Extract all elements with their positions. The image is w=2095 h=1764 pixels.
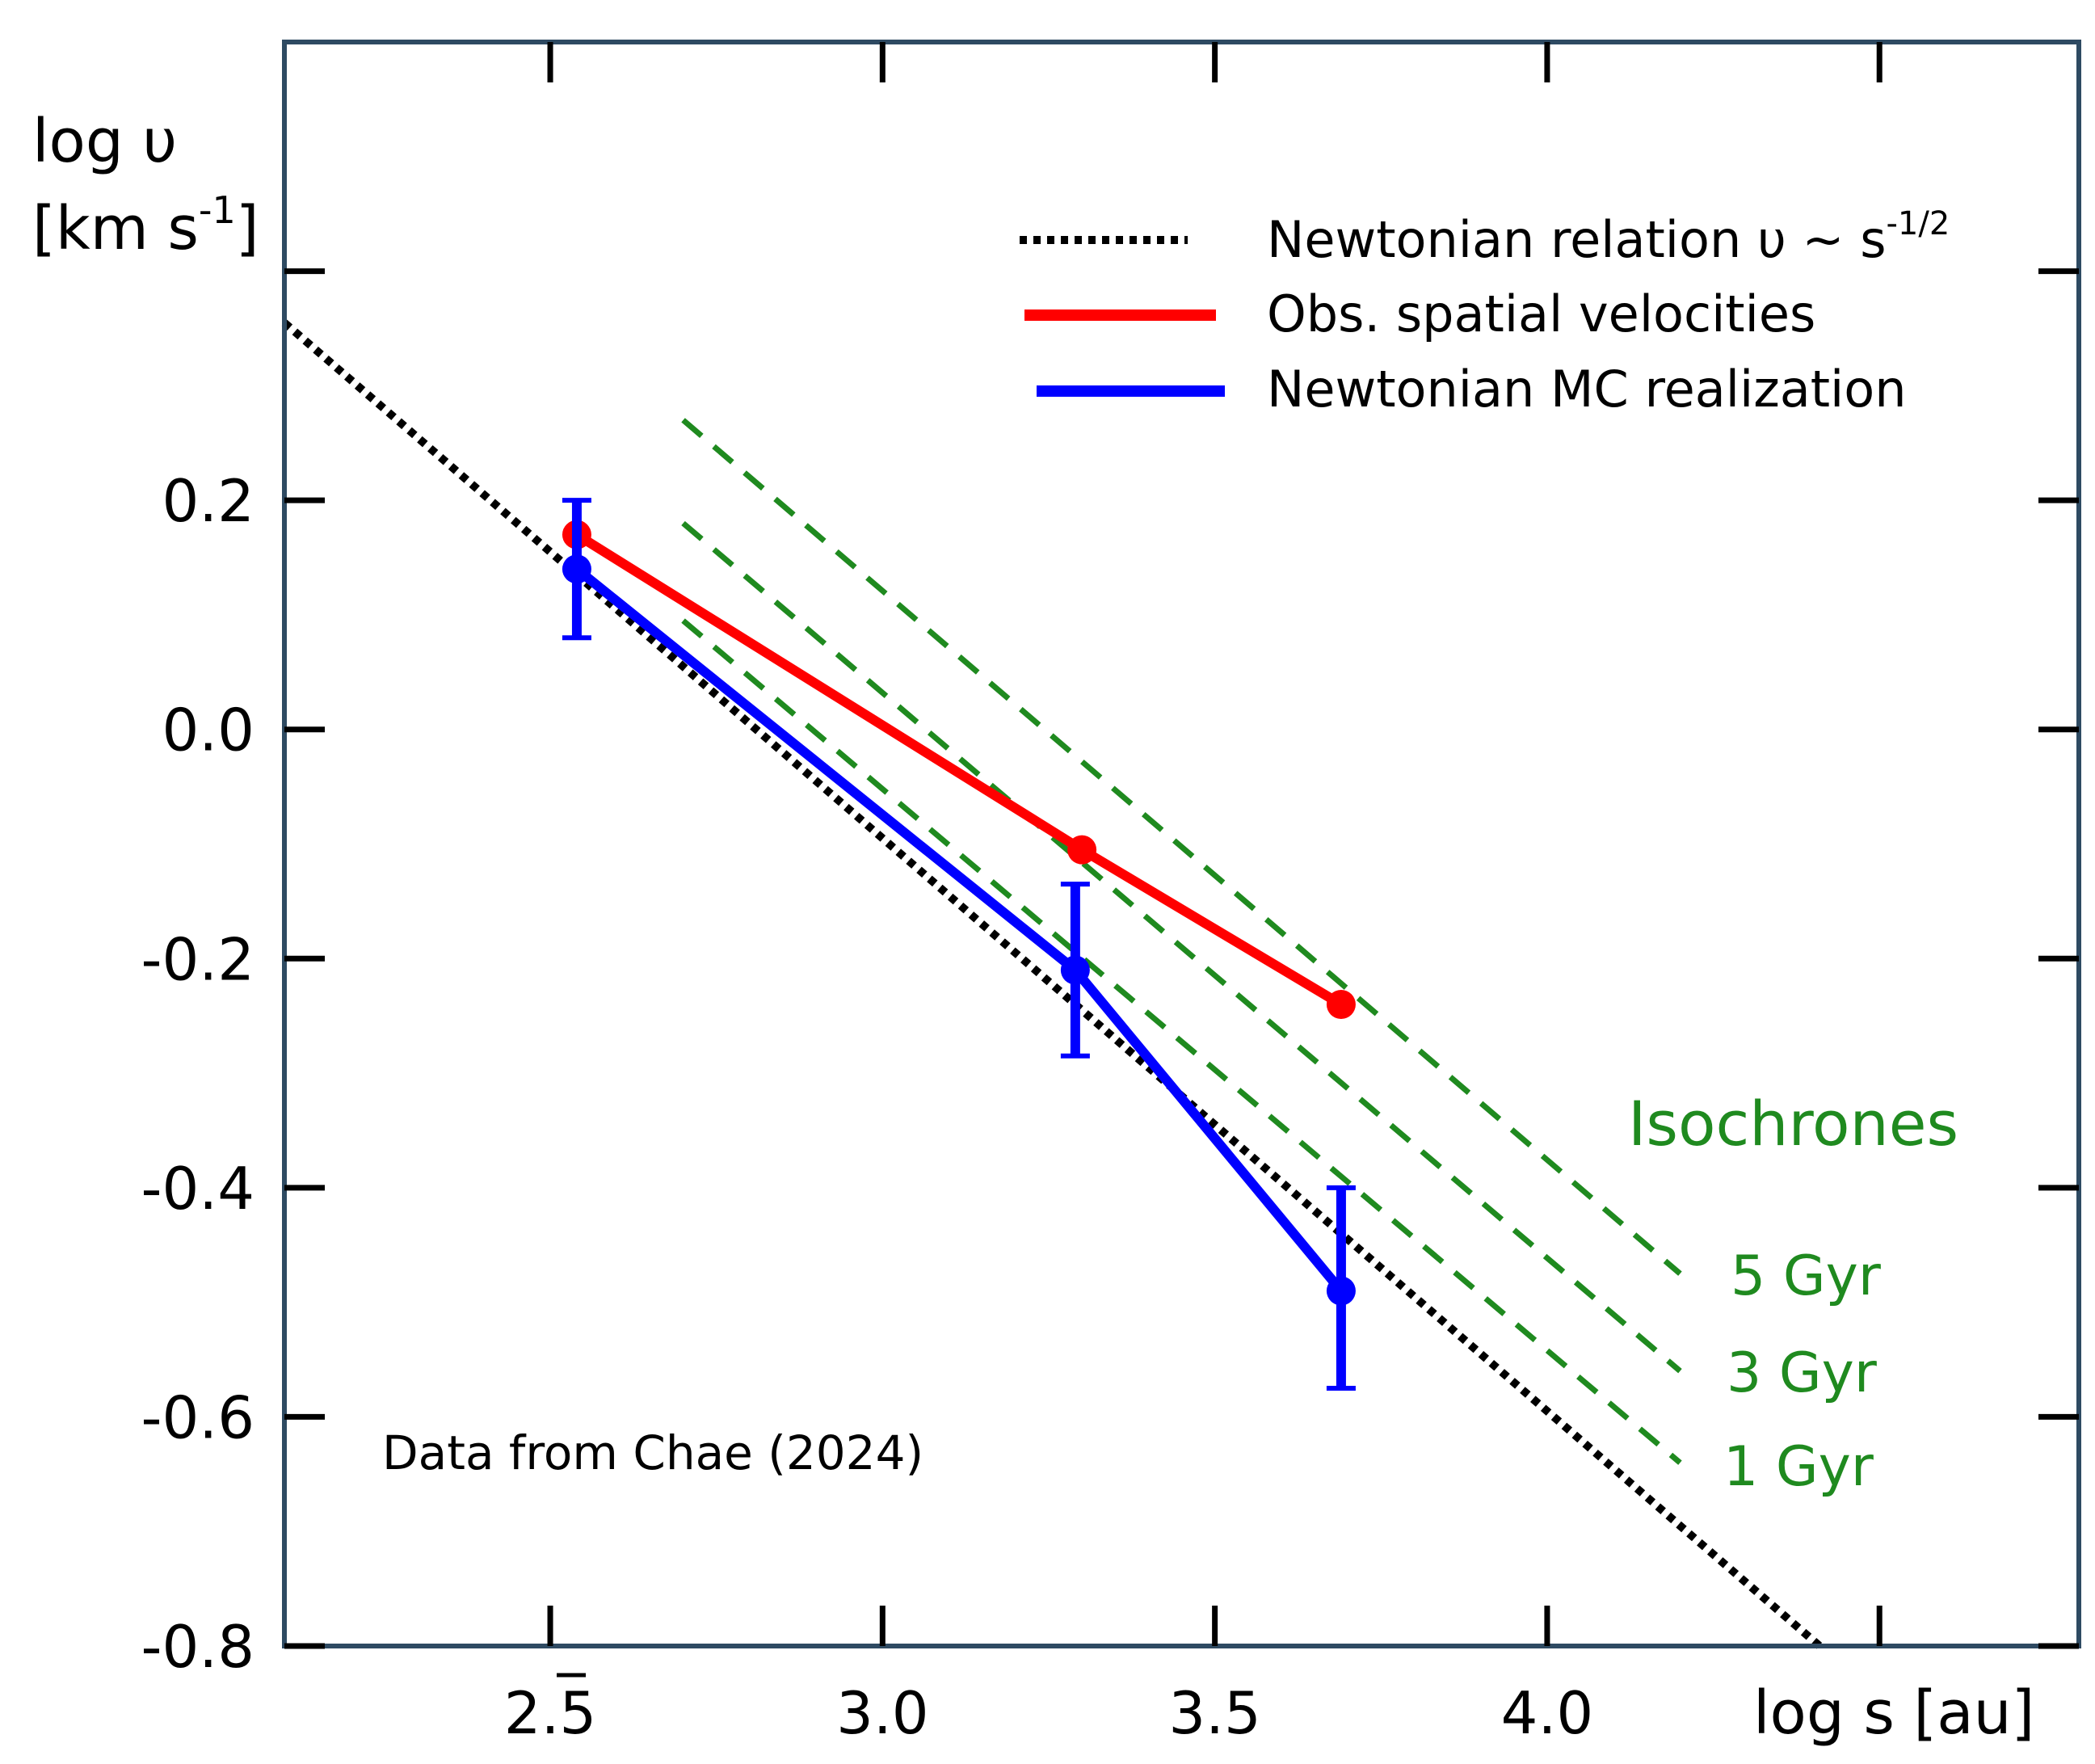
legend: Newtonian relation υ ~ s-1/2 Obs. spatia… (1020, 205, 1950, 419)
isochrone-line (681, 520, 1682, 1374)
y-tick-label: -0.2 (141, 925, 255, 993)
x-tick-label: 2.5 (504, 1679, 597, 1747)
x-axis-title: log s [au] (1753, 1678, 2034, 1748)
axis-tick-labels: 2.5 3.0 3.5 4.0 0.2 0.0 -0.2 -0.4 -0.6 -0.8 (141, 467, 1594, 1747)
mc-data-point (1326, 1276, 1356, 1306)
legend-label-observed: Obs. spatial velocities (1267, 284, 1815, 343)
isochrone-label-1gyr: 1 Gyr (1723, 1435, 1874, 1499)
mc-data-point (1060, 955, 1090, 985)
y-tick-label: 0.0 (162, 697, 255, 764)
axis-ticks (284, 42, 2079, 1649)
x-tick-label: 3.5 (1168, 1679, 1261, 1747)
legend-label-mc: Newtonian MC realization (1267, 360, 1907, 419)
observed-series-line (574, 530, 1344, 1009)
isochrone-line (681, 618, 1682, 1465)
x-tick-label: 4.0 (1501, 1679, 1594, 1747)
isochrone-label-3gyr: 3 Gyr (1727, 1341, 1877, 1405)
data-layer (281, 319, 1823, 1649)
isochrones-title: Isochrones (1628, 1088, 1958, 1160)
y-tick-label: -0.8 (141, 1613, 255, 1681)
isochrone-label-5gyr: 5 Gyr (1731, 1244, 1881, 1308)
legend-label-newtonian: Newtonian relation υ ~ s-1/2 (1267, 205, 1950, 269)
y-axis-title-line2: [km s-1] (32, 188, 259, 263)
y-tick-label: -0.4 (141, 1155, 255, 1223)
y-axis-title-line1: log υ (32, 107, 177, 176)
observed-data-point (1326, 990, 1356, 1019)
isochrone-line (681, 418, 1682, 1276)
source-note: Data from Chae (2024) (382, 1425, 923, 1480)
y-tick-label: 0.2 (162, 467, 255, 535)
plot-frame (282, 40, 2081, 1648)
y-axis-title: log υ [km s-1] (32, 107, 259, 263)
mc-data-point (562, 554, 591, 584)
observed-data-point (1067, 835, 1097, 865)
y-tick-label: -0.6 (141, 1383, 255, 1451)
x-tick-label: 3.0 (836, 1679, 929, 1747)
